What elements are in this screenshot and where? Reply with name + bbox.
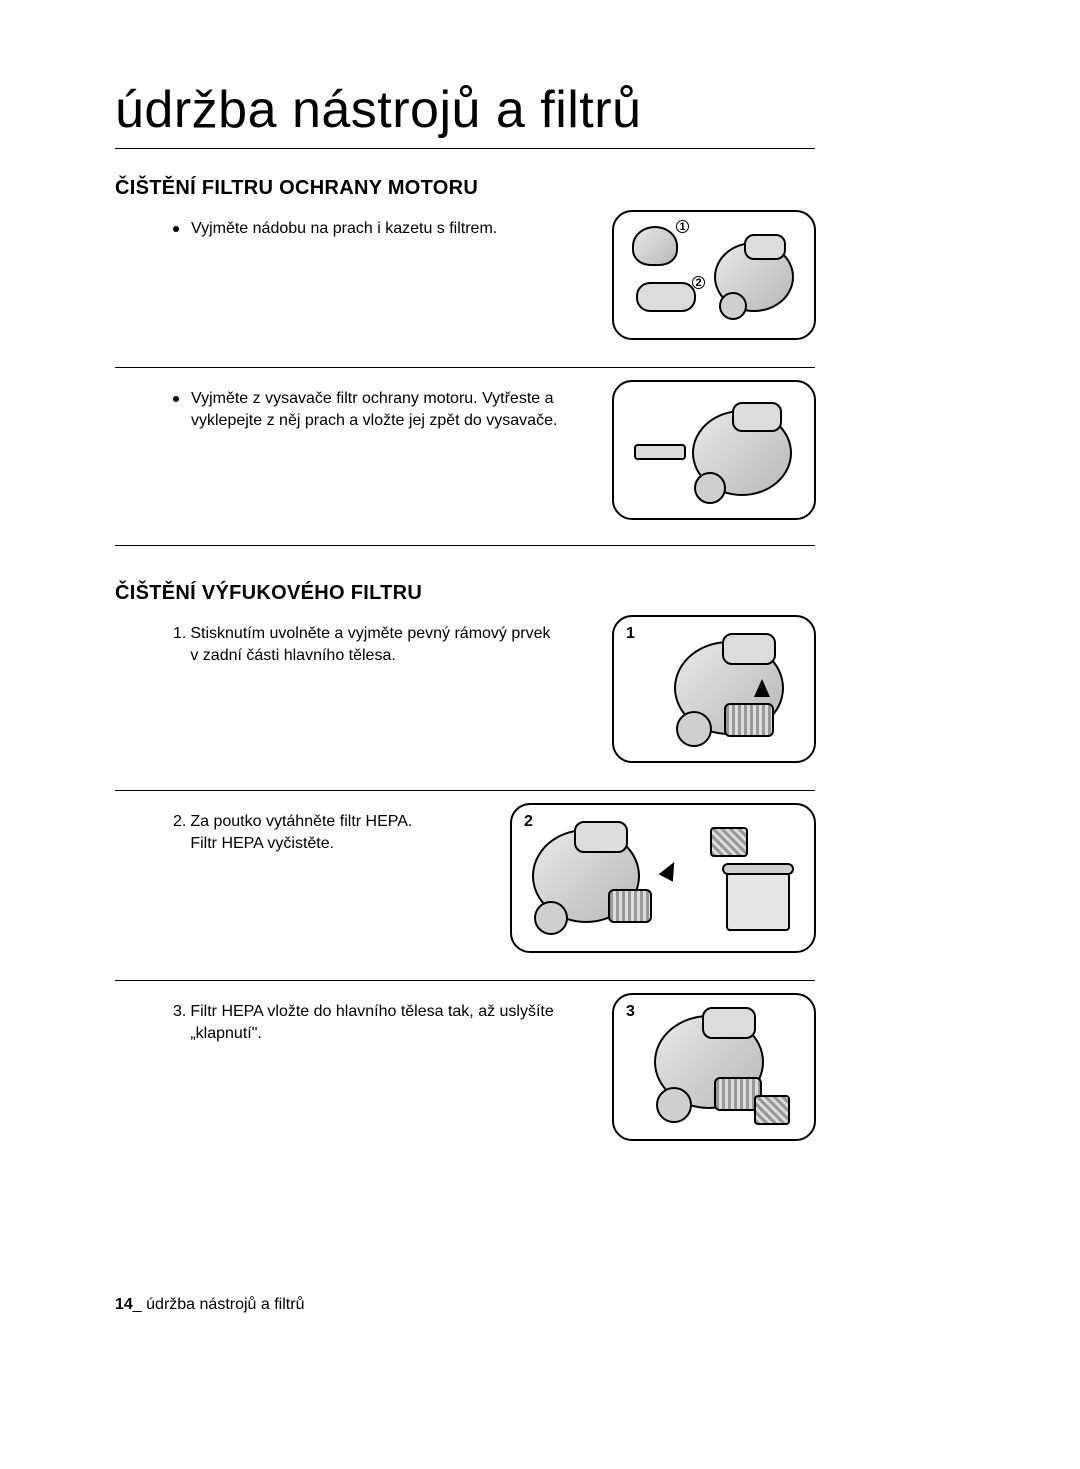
step-text-line2: Filtr HEPA vyčistěte.: [190, 833, 412, 855]
step-text: 1. Stisknutím uvolněte a vyjměte pevný r…: [115, 623, 560, 668]
step-text: Vyjměte z vysavače filtr ochrany motoru.…: [115, 388, 560, 433]
illustration-motor-filter-clean: [612, 380, 816, 520]
section1-step-1: Vyjměte nádobu na prach i kazetu s filtr…: [115, 218, 815, 368]
step-text-content: Vyjměte nádobu na prach i kazetu s filtr…: [191, 218, 497, 240]
illustration-label: 3: [626, 1003, 635, 1021]
illustration-motor-filter-remove-bin: 1 2: [612, 210, 816, 340]
footer-page-number: 14: [115, 1296, 133, 1313]
step-text-content: Filtr HEPA vložte do hlavního tělesa tak…: [190, 1001, 560, 1046]
section2: ČIŠTĚNÍ VÝFUKOVÉHO FILTRU 1. Stisknutím …: [115, 582, 815, 1169]
callout-1: 1: [676, 220, 689, 233]
page-footer: 14_ údržba nástrojů a filtrů: [115, 1296, 304, 1314]
page-content: údržba nástrojů a filtrů ČIŠTĚNÍ FILTRU …: [115, 80, 815, 1189]
section1-step-2: Vyjměte z vysavače filtr ochrany motoru.…: [115, 388, 815, 546]
illustration-exhaust-step2: 2: [510, 803, 816, 953]
illustration-exhaust-step1: 1: [612, 615, 816, 763]
section2-step-3: 3. Filtr HEPA vložte do hlavního tělesa …: [115, 1001, 815, 1169]
footer-separator: _: [133, 1296, 142, 1313]
illustration-exhaust-step3: 3: [612, 993, 816, 1141]
step-number: 3.: [173, 1001, 186, 1023]
step-text-content: Vyjměte z vysavače filtr ochrany motoru.…: [191, 388, 560, 433]
step-text: 3. Filtr HEPA vložte do hlavního tělesa …: [115, 1001, 560, 1046]
step-text: 2. Za poutko vytáhněte filtr HEPA. Filtr…: [115, 811, 445, 856]
footer-text: údržba nástrojů a filtrů: [146, 1296, 304, 1313]
step-number: 1.: [173, 623, 186, 645]
section2-step-2: 2. Za poutko vytáhněte filtr HEPA. Filtr…: [115, 811, 815, 981]
illustration-label: 1: [626, 625, 635, 643]
illustration-label: 2: [524, 813, 533, 831]
step-text-content: Stisknutím uvolněte a vyjměte pevný rámo…: [190, 623, 560, 668]
bullet-icon: [173, 396, 179, 402]
section1-heading: ČIŠTĚNÍ FILTRU OCHRANY MOTORU: [115, 177, 815, 200]
step-text: Vyjměte nádobu na prach i kazetu s filtr…: [115, 218, 560, 240]
section2-step-1: 1. Stisknutím uvolněte a vyjměte pevný r…: [115, 623, 815, 791]
step-number: 2.: [173, 811, 186, 833]
page-title: údržba nástrojů a filtrů: [115, 80, 815, 149]
section2-heading: ČIŠTĚNÍ VÝFUKOVÉHO FILTRU: [115, 582, 815, 605]
step-text-line1: Za poutko vytáhněte filtr HEPA.: [190, 811, 412, 833]
bullet-icon: [173, 226, 179, 232]
callout-2: 2: [692, 276, 705, 289]
